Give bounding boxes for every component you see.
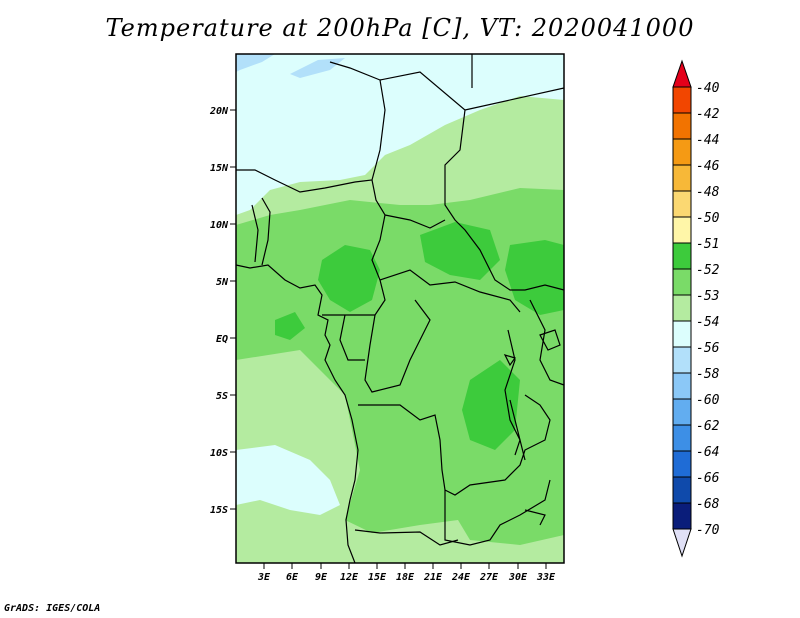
lat-label-5n: 5N [216,277,229,288]
band-dark-green-riftvalley [462,360,520,450]
colorbar-segment-12 [672,398,692,426]
band-dark-green-northeast [420,222,500,280]
colorbar-label-0: -40 [696,81,720,96]
colorbar-bottom-arrow [672,528,692,558]
colorbar-label-2: -44 [696,133,719,148]
colorbar-segment-2 [672,138,692,166]
colorbar-label-16: -68 [696,497,720,512]
colorbar-segment-9 [672,320,692,348]
band-dark-green-central [318,245,380,312]
colorbar-label-8: -53 [696,289,719,304]
colorbar-segment-3 [672,164,692,192]
colorbar-labels: -40 -42 -44 -46 -48 -50 -51 -52 -53 -54 … [696,81,720,538]
lat-axis: 20N 15N 10N 5N EQ 5S 10S 15S [209,106,236,516]
band-blue-northwest [236,54,275,72]
colorbar-label-10: -56 [696,341,720,356]
colorbar-segment-15 [672,476,692,504]
lat-label-10s: 10S [210,448,228,459]
lat-label-5s: 5S [216,391,228,402]
lon-label-12e: 12E [340,572,359,583]
colorbar-segment-10 [672,346,692,374]
colorbar-segment-5 [672,216,692,244]
lat-label-eq: EQ [216,334,228,345]
colorbar-label-7: -52 [696,263,720,278]
lon-label-33e: 33E [536,572,556,583]
band-cyan-southwest [236,445,340,515]
lakes [503,329,561,526]
colorbar-label-17: -70 [696,523,720,538]
colorbar-label-14: -64 [696,445,719,460]
lon-label-18e: 18E [396,572,415,583]
colorbar-label-11: -58 [696,367,720,382]
colorbar-segment-0 [672,86,692,114]
map-title: Temperature at 200hPa [C], VT: 202004100… [105,14,695,42]
colorbar-segment-4 [672,190,692,218]
colorbar-segment-13 [672,424,692,452]
country-borders [235,54,565,564]
lat-label-10n: 10N [210,220,229,231]
map-frame [235,53,565,564]
colorbar-segment-7 [672,268,692,296]
colorbar-segment-11 [672,372,692,400]
grads-credit: GrADS: IGES/COLA [4,603,101,614]
lat-label-15n: 15N [210,163,229,174]
colorbar-segment-16 [672,502,692,530]
lat-label-15s: 15S [210,505,228,516]
band-cyan-north [236,54,564,215]
band-dark-green-east [505,240,564,315]
colorbar-segment-6 [672,242,692,270]
colorbar-top-arrow [672,59,692,88]
colorbar-label-3: -46 [696,159,720,174]
colorbar-label-13: -62 [696,419,720,434]
colorbar-label-9: -54 [696,315,719,330]
colorbar-label-5: -50 [696,211,720,226]
lon-label-15e: 15E [368,572,387,583]
colorbar-label-12: -60 [696,393,720,408]
lon-label-6e: 6E [286,572,299,583]
lon-label-27e: 27E [479,572,499,583]
lon-axis: 3E 6E 9E 12E 15E 18E 21E 24E 27E 30E 33E [257,563,556,583]
colorbar [672,59,692,558]
lon-label-30e: 30E [508,572,528,583]
colorbar-segment-8 [672,294,692,322]
colorbar-label-6: -51 [696,237,719,252]
lon-label-3e: 3E [257,572,271,583]
colorbar-label-1: -42 [696,107,720,122]
lon-label-21e: 21E [423,572,443,583]
lon-label-9e: 9E [315,572,328,583]
colorbar-segment-1 [672,112,692,140]
colorbar-label-15: -66 [696,471,720,486]
band-dark-green-west [275,312,305,340]
colorbar-segment-14 [672,450,692,478]
colorbar-label-4: -48 [696,185,720,200]
lat-label-20n: 20N [209,106,229,117]
lon-label-24e: 24E [451,572,471,583]
